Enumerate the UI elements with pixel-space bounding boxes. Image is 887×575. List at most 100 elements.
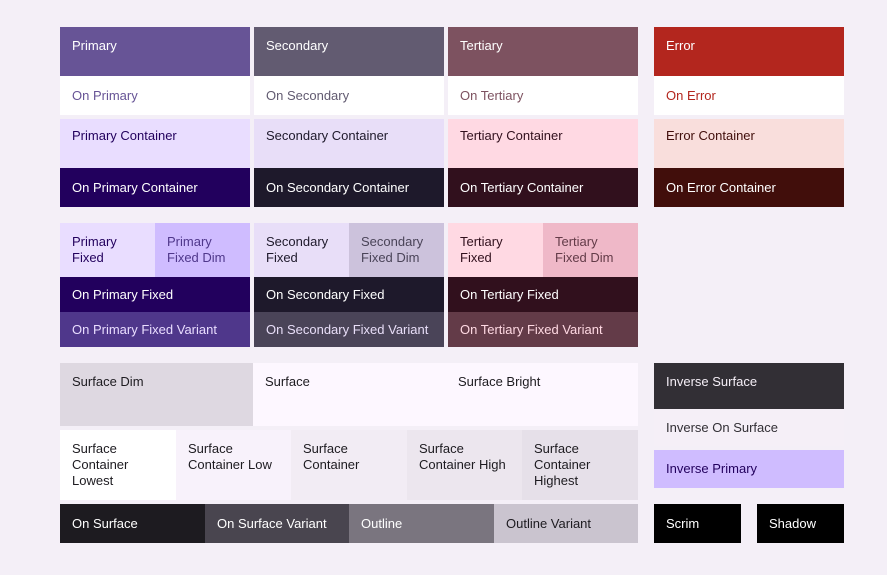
swatch-on-secondary-fixed: On Secondary Fixed — [254, 277, 444, 312]
swatch-on-primary-fixed-variant: On Primary Fixed Variant — [60, 312, 250, 347]
swatch-primary: Primary — [60, 27, 250, 76]
swatch-label: On Tertiary — [460, 87, 524, 103]
swatch-label: On Surface — [72, 515, 138, 531]
swatch-label-line: Secondary — [266, 234, 329, 249]
swatch-surface-container-high: Surface Container High — [407, 430, 522, 500]
swatch-on-primary-fixed: On Primary Fixed — [60, 277, 250, 312]
swatch-on-tertiary-fixed: On Tertiary Fixed — [448, 277, 638, 312]
swatch-label-line: Container — [534, 457, 591, 472]
swatch-tertiary: Tertiary — [448, 27, 638, 76]
swatch-surface-bright: Surface Bright — [446, 363, 638, 426]
swatch-label-line: Container Low — [188, 457, 272, 472]
swatch-primary-container: Primary Container — [60, 119, 250, 168]
swatch-tertiary-fixed-dim: Tertiary Fixed Dim — [543, 223, 638, 277]
swatch-label-line: Secondary — [361, 234, 424, 249]
swatch-label: Primary — [72, 38, 117, 53]
swatch-outline: Outline — [349, 504, 494, 543]
swatch-label: On Secondary Container — [266, 179, 410, 195]
swatch-label-line: Fixed Dim — [361, 250, 420, 265]
swatch-error: Error — [654, 27, 844, 76]
swatch-label-line: Fixed Dim — [167, 250, 226, 265]
swatch-label: On Primary Fixed Variant — [72, 321, 217, 337]
swatch-label: Tertiary — [460, 38, 503, 53]
swatch-label-line: Container — [303, 457, 360, 472]
swatch-label: On Surface Variant — [217, 515, 327, 531]
swatch-surface-container-highest: Surface Container Highest — [522, 430, 638, 500]
swatch-label-line: Surface — [303, 441, 348, 456]
swatch-inverse-on-surface: Inverse On Surface — [654, 409, 844, 446]
swatch-tertiary-fixed: Tertiary Fixed — [448, 223, 543, 277]
swatch-on-primary: On Primary — [60, 76, 250, 115]
swatch-secondary: Secondary — [254, 27, 444, 76]
swatch-label: On Error Container — [666, 179, 776, 195]
swatch-label: On Primary — [72, 87, 138, 103]
swatch-on-surface: On Surface — [60, 504, 205, 543]
swatch-inverse-surface: Inverse Surface — [654, 363, 844, 409]
swatch-label-line: Fixed — [460, 250, 492, 265]
swatch-label: On Tertiary Fixed — [460, 286, 559, 302]
swatch-label: Surface — [265, 374, 310, 389]
swatch-label: On Primary Container — [72, 179, 198, 195]
swatch-label: Tertiary Container — [460, 127, 563, 143]
swatch-label: On Secondary Fixed — [266, 286, 385, 302]
swatch-label-line: Surface — [534, 441, 579, 456]
swatch-on-tertiary-fixed-variant: On Tertiary Fixed Variant — [448, 312, 638, 347]
swatch-primary-fixed: Primary Fixed — [60, 223, 155, 277]
swatch-on-secondary-container: On Secondary Container — [254, 168, 444, 207]
swatch-outline-variant: Outline Variant — [494, 504, 638, 543]
swatch-label: Surface Bright — [458, 374, 541, 389]
swatch-shadow: Shadow — [757, 504, 844, 543]
swatch-label-line: Fixed — [266, 250, 298, 265]
swatch-label-line: Tertiary — [555, 234, 598, 249]
swatch-on-secondary-fixed-variant: On Secondary Fixed Variant — [254, 312, 444, 347]
swatch-label: Outline Variant — [506, 515, 592, 531]
swatch-label: Error Container — [666, 127, 755, 143]
swatch-on-surface-variant: On Surface Variant — [205, 504, 349, 543]
swatch-scrim: Scrim — [654, 504, 741, 543]
swatch-label: Primary Container — [72, 127, 177, 143]
swatch-label-line: Fixed — [72, 250, 104, 265]
swatch-on-primary-container: On Primary Container — [60, 168, 250, 207]
swatch-label: On Primary Fixed — [72, 286, 174, 302]
swatch-label-line: Lowest — [72, 473, 114, 488]
swatch-label-line: Highest — [534, 473, 579, 488]
swatch-label-line: Tertiary — [460, 234, 503, 249]
swatch-on-tertiary-container: On Tertiary Container — [448, 168, 638, 207]
swatch-label: Inverse Primary — [666, 461, 758, 476]
swatch-label-line: Container High — [419, 457, 506, 472]
swatch-label: On Secondary Fixed Variant — [266, 321, 429, 337]
swatch-primary-fixed-dim: Primary Fixed Dim — [155, 223, 250, 277]
swatch-label: Error — [666, 38, 695, 53]
swatch-on-error-container: On Error Container — [654, 168, 844, 207]
swatch-label: Inverse Surface — [666, 374, 758, 389]
swatch-label: Secondary Container — [266, 127, 389, 143]
swatch-label: On Tertiary Fixed Variant — [460, 321, 603, 337]
swatch-on-error: On Error — [654, 76, 844, 115]
swatch-label: Secondary — [266, 38, 329, 53]
swatch-surface-container-low: Surface Container Low — [176, 430, 291, 500]
swatch-inverse-primary: Inverse Primary — [654, 450, 844, 488]
swatch-label: On Error — [666, 87, 716, 103]
swatch-surface-container: Surface Container — [291, 430, 407, 500]
swatch-label: Scrim — [666, 515, 700, 531]
swatch-error-container: Error Container — [654, 119, 844, 168]
swatch-label: Surface Dim — [72, 374, 144, 389]
swatch-label: Inverse On Surface — [666, 419, 778, 435]
swatch-label-line: Fixed Dim — [555, 250, 614, 265]
swatch-label-line: Surface — [72, 441, 117, 456]
swatch-surface: Surface — [253, 363, 446, 426]
swatch-label: On Tertiary Container — [460, 179, 584, 195]
swatch-label-line: Primary — [72, 234, 117, 249]
swatch-on-tertiary: On Tertiary — [448, 76, 638, 115]
swatch-label-line: Primary — [167, 234, 212, 249]
swatch-surface-dim: Surface Dim — [60, 363, 253, 426]
swatch-secondary-container: Secondary Container — [254, 119, 444, 168]
swatch-label-line: Container — [72, 457, 129, 472]
swatch-secondary-fixed-dim: Secondary Fixed Dim — [349, 223, 444, 277]
swatch-label-line: Surface — [419, 441, 464, 456]
swatch-label-line: Surface — [188, 441, 233, 456]
swatch-surface-container-lowest: Surface Container Lowest — [60, 430, 176, 500]
swatch-label: Shadow — [769, 515, 816, 531]
swatch-tertiary-container: Tertiary Container — [448, 119, 638, 168]
swatch-secondary-fixed: Secondary Fixed — [254, 223, 349, 277]
